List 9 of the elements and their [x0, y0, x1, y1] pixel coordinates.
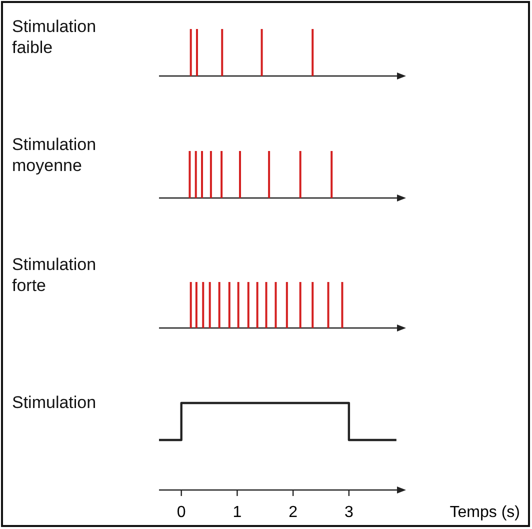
chart-title: Stimulation forte: [12, 255, 96, 295]
x-tick-label: 3: [344, 504, 354, 521]
chart-title: Stimulation: [12, 393, 96, 412]
x-tick-label: 1: [232, 504, 242, 521]
chart-title: Stimulation faible: [12, 17, 96, 57]
x-tick-label: 0: [176, 504, 186, 521]
x-axis-title: Temps (s): [450, 504, 520, 521]
x-tick-label: 2: [288, 504, 298, 521]
chart-title: Stimulation moyenne: [12, 135, 96, 175]
